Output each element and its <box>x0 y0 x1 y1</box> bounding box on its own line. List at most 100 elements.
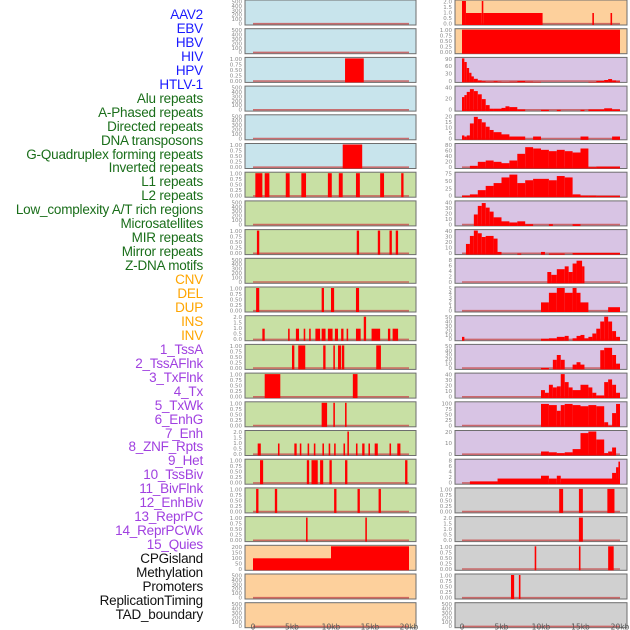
y-tick-label: 1.0 <box>233 441 242 447</box>
data-bar <box>541 149 549 169</box>
data-bar <box>473 116 478 140</box>
data-bar <box>572 288 577 312</box>
data-bar <box>481 99 486 112</box>
data-bar <box>493 81 498 83</box>
y-tick-label: 0.00 <box>230 481 243 487</box>
y-tick-label: 0.50 <box>230 355 243 361</box>
data-bar <box>477 190 486 198</box>
data-bar <box>341 328 344 341</box>
data-bar <box>612 80 617 83</box>
data-bar <box>588 431 597 456</box>
data-bar <box>544 392 549 399</box>
data-bar <box>572 194 581 198</box>
y-tick-label: 30 <box>445 206 452 212</box>
y-tick-label: 500 <box>232 258 243 264</box>
y-tick-label: 0.75 <box>230 62 243 68</box>
data-bar <box>572 253 620 255</box>
track-label: 2_TssAFlnk <box>135 355 203 371</box>
data-bar <box>493 183 502 198</box>
data-bar <box>592 333 597 341</box>
y-tick-label: 0.0 <box>443 538 452 544</box>
y-tick-label: 2.0 <box>233 430 242 436</box>
data-bar <box>346 328 349 341</box>
data-bar <box>462 195 470 198</box>
y-tick-label: 25 <box>445 186 452 192</box>
data-bar <box>580 302 589 312</box>
y-tick-label: 10 <box>445 246 452 252</box>
data-bar <box>509 107 518 112</box>
data-bar <box>572 338 577 341</box>
data-bar <box>255 173 263 198</box>
data-bar <box>582 266 585 284</box>
data-bar <box>481 122 486 140</box>
track-label: INV <box>181 327 203 343</box>
y-tick-label: 10 <box>445 333 452 339</box>
data-bar <box>387 328 391 341</box>
data-bar <box>576 335 581 341</box>
data-bar <box>347 431 349 456</box>
data-bar <box>397 443 401 456</box>
data-bar <box>489 108 494 112</box>
data-bar <box>374 443 378 456</box>
y-tick-label: 20 <box>445 328 452 334</box>
y-tick-label: 0 <box>449 309 453 315</box>
data-bar <box>473 230 478 255</box>
y-tick-label: 0.00 <box>440 50 453 56</box>
y-tick-label: 200 <box>232 41 243 47</box>
y-tick-label: 0.25 <box>230 246 243 252</box>
data-bar <box>596 328 601 341</box>
y-tick-label: 1.00 <box>440 487 453 493</box>
y-tick-label: 6 <box>449 263 453 269</box>
data-bar <box>610 13 613 25</box>
track-label: HPV <box>175 62 203 78</box>
y-tick-label: 1.00 <box>230 287 243 293</box>
track-label: 12_EnhBiv <box>139 495 204 511</box>
data-bar <box>485 207 490 226</box>
y-tick-label: 30 <box>445 324 452 330</box>
data-bar <box>564 452 573 456</box>
track-label: Z-DNA motifs <box>125 258 203 274</box>
y-tick-label: 1.00 <box>230 516 243 522</box>
data-bar <box>315 328 321 341</box>
data-bar <box>588 387 593 399</box>
data-bar <box>355 328 361 341</box>
track-label: INS <box>181 313 203 329</box>
data-bar <box>541 251 545 255</box>
data-bar <box>303 328 306 341</box>
y-tick-label: 0.75 <box>230 149 243 155</box>
track-panel-left <box>244 0 417 26</box>
data-bar <box>501 134 510 140</box>
y-tick-label: 10 <box>445 389 452 395</box>
y-tick-label: 0.00 <box>440 596 453 602</box>
data-bar <box>548 478 557 485</box>
track-label: DEL <box>177 286 203 301</box>
y-tick-label: 1.5 <box>233 321 242 327</box>
data-bar <box>331 546 409 571</box>
data-bar <box>612 331 617 341</box>
y-tick-label: 0 <box>239 596 243 602</box>
data-bar <box>548 384 553 399</box>
y-tick-label: 0 <box>449 337 453 343</box>
y-tick-label: 30 <box>445 72 452 78</box>
y-tick-label: 200 <box>232 13 243 19</box>
data-bar <box>299 443 302 456</box>
data-bar <box>277 443 280 456</box>
data-bar <box>525 147 534 169</box>
track-label: CNV <box>175 272 203 288</box>
track-label: ReplicationTiming <box>99 592 204 608</box>
data-bar <box>469 235 474 255</box>
y-tick-label: 0.00 <box>230 395 243 401</box>
y-tick-label: 0.75 <box>230 464 243 470</box>
y-tick-label: 4 <box>449 291 453 297</box>
data-bar <box>588 405 597 427</box>
y-tick-label: 0 <box>239 567 243 573</box>
data-bar <box>331 288 335 312</box>
data-bar <box>578 517 583 542</box>
data-bar <box>580 384 589 399</box>
y-tick-label: 400 <box>442 607 453 613</box>
y-tick-label: 60 <box>445 149 452 155</box>
y-tick-label: 0 <box>449 624 453 630</box>
data-bar <box>616 336 620 341</box>
data-bar <box>580 433 589 456</box>
data-bar <box>489 129 494 140</box>
